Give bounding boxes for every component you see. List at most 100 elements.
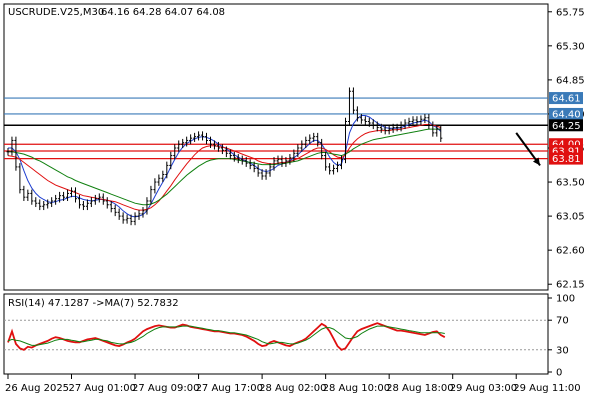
price-bar [252, 161, 256, 173]
price-bar [105, 197, 109, 209]
price-bar [97, 193, 101, 203]
price-bar [173, 144, 177, 160]
level-label-0: 64.61 [549, 92, 583, 105]
time-tick-label: 27 Aug 01:00 [69, 383, 136, 394]
price-bar [240, 155, 244, 165]
price-bar [403, 119, 407, 130]
level-label-box [549, 152, 583, 165]
price-bar [435, 125, 439, 137]
price-bar [149, 185, 153, 205]
price-bar [308, 134, 312, 145]
price-bar [355, 106, 359, 122]
price-bar [30, 189, 34, 205]
chart-symbol: USCRUDE.V25,M30 [8, 7, 104, 18]
price-bar [212, 140, 216, 150]
price-bar [244, 157, 248, 167]
price-bar [236, 154, 240, 164]
price-bar [300, 140, 304, 152]
rsi-tick-label: 100 [556, 294, 575, 305]
time-tick-label: 28 Aug 10:00 [323, 383, 390, 394]
price-bar [224, 146, 228, 158]
price-bar [38, 199, 42, 211]
price-bar [292, 149, 296, 162]
price-bar [288, 154, 292, 165]
price-bar [411, 116, 415, 126]
level-label-text: 63.81 [552, 154, 581, 165]
price-bar [89, 197, 93, 208]
price-bar [220, 144, 224, 155]
price-bar [324, 151, 328, 171]
price-bar [320, 138, 324, 160]
price-bar [66, 189, 70, 201]
price-bar [256, 164, 260, 177]
rsi-tick-label: 30 [556, 345, 569, 356]
price-bar [379, 123, 383, 133]
price-bar [205, 132, 209, 145]
rsi-title: RSI(14) 47.1287 ->MA(7) 52.7832 [8, 298, 179, 309]
price-bars [6, 87, 443, 226]
price-bar [125, 214, 129, 224]
time-tick-label: 28 Aug 02:00 [259, 383, 326, 394]
price-bar [439, 125, 443, 142]
price-bar [113, 204, 117, 217]
price-bar [101, 193, 105, 205]
price-bar [81, 200, 85, 211]
level-label-1: 64.40 [549, 107, 583, 120]
price-bar [58, 191, 62, 203]
price-bar [340, 155, 344, 170]
price-bar [46, 199, 50, 209]
price-panel-frame [3, 3, 549, 291]
price-bar [280, 155, 284, 167]
price-bar [109, 200, 113, 213]
time-tick-label: 26 Aug 2025 [5, 383, 69, 394]
price-bar [208, 136, 212, 148]
price-bar [427, 113, 431, 130]
price-bar [276, 155, 280, 165]
price-bar [181, 138, 185, 148]
price-bar [70, 187, 74, 198]
price-bar [248, 159, 252, 170]
price-bar [117, 208, 121, 220]
rsi-tick-label: 0 [556, 368, 562, 379]
price-bar [284, 157, 288, 167]
price-bar [423, 113, 427, 124]
price-bar [312, 132, 316, 142]
price-bar [367, 117, 371, 127]
price-bar [328, 163, 332, 175]
rsi-axis: 100 70 30 0 [548, 294, 575, 379]
price-bar [343, 117, 347, 164]
level-label-box [549, 92, 583, 105]
price-bar [419, 115, 423, 126]
time-tick-label: 29 Aug 11:00 [513, 383, 580, 394]
price-bar [268, 163, 272, 177]
level-label-text: 64.25 [552, 121, 581, 132]
price-bar [153, 178, 157, 194]
price-bar [336, 161, 340, 173]
price-bar [347, 87, 351, 126]
price-tick-label: 64.85 [556, 75, 585, 86]
chart-ohlc: 64.16 64.28 64.07 64.08 [101, 7, 225, 18]
price-bar [399, 121, 403, 132]
price-bar [375, 121, 379, 132]
price-bar [14, 136, 18, 171]
price-bar [232, 151, 236, 162]
price-bar [272, 157, 276, 171]
price-bar [363, 116, 367, 126]
price-bar [18, 163, 22, 194]
rsi-lines [4, 319, 548, 351]
time-tick-label: 29 Aug 03:00 [450, 383, 517, 394]
price-levels [4, 97, 548, 160]
ma-line-1 [7, 124, 441, 211]
price-bar [193, 132, 197, 142]
price-bar [395, 123, 399, 132]
level-label-text: 64.40 [552, 109, 581, 120]
rsi-panel-frame [3, 293, 549, 375]
price-bar [77, 194, 81, 209]
price-bar [260, 169, 264, 180]
price-bar [332, 164, 336, 175]
rsi-series-1 [7, 325, 445, 346]
price-tick-label: 62.60 [556, 246, 585, 257]
price-bar [133, 212, 137, 226]
